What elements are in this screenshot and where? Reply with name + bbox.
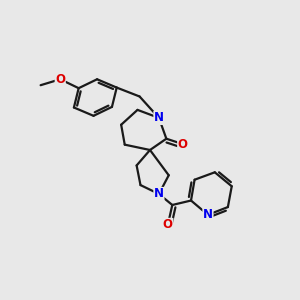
Text: O: O <box>55 73 65 86</box>
Text: O: O <box>178 138 188 151</box>
Text: N: N <box>154 188 164 200</box>
Text: O: O <box>163 218 173 231</box>
Text: N: N <box>203 208 213 221</box>
Text: N: N <box>154 111 164 124</box>
